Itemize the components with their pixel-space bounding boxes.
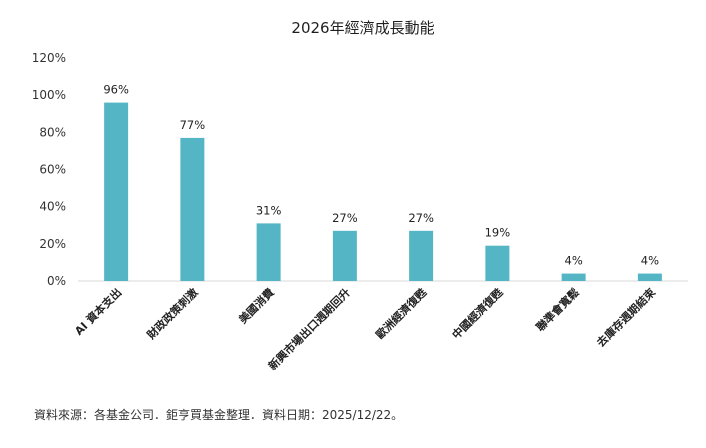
y-tick-label: 40% bbox=[39, 200, 66, 214]
data-label: 27% bbox=[408, 211, 434, 225]
bar bbox=[561, 273, 586, 281]
y-tick-label: 100% bbox=[32, 88, 66, 102]
x-tick-label: 去庫存週期結束 bbox=[594, 285, 659, 350]
bar bbox=[485, 245, 510, 281]
bar bbox=[180, 137, 205, 281]
data-label: 4% bbox=[565, 254, 583, 268]
x-tick-label: 歐洲經濟復甦 bbox=[373, 285, 430, 342]
x-tick-label: 新興市場出口週期回升 bbox=[265, 285, 353, 373]
chart-title: 2026年經濟成長動能 bbox=[291, 19, 434, 37]
y-axis: 0% 20% 40% 60% 80% 100% 120% bbox=[32, 51, 66, 288]
data-label: 19% bbox=[485, 226, 511, 240]
bar bbox=[256, 223, 281, 281]
bar bbox=[409, 230, 434, 281]
y-tick-label: 60% bbox=[39, 163, 66, 177]
x-axis: AI 資本支出 財政政策刺激 美國消費新興市場出口週期回升 歐洲經濟復甦 中國經濟復甦聯… bbox=[72, 285, 659, 373]
data-label: 4% bbox=[641, 254, 659, 268]
data-labels: 96% 77% 31% 27% 27% 19% 4% 4% bbox=[103, 83, 659, 268]
data-label: 27% bbox=[332, 211, 358, 225]
y-tick-label: 0% bbox=[47, 274, 66, 288]
bar bbox=[332, 230, 357, 281]
bars bbox=[104, 102, 662, 281]
y-tick-label: 20% bbox=[39, 237, 66, 251]
bar bbox=[104, 102, 129, 281]
y-tick-label: 80% bbox=[39, 125, 66, 139]
x-tick-label: 財政政策刺激 bbox=[143, 285, 200, 342]
y-tick-label: 120% bbox=[32, 51, 66, 65]
bar bbox=[637, 273, 662, 281]
x-tick-label: AI 資本支出 bbox=[72, 285, 125, 338]
x-tick-label: 美國消費 bbox=[236, 285, 277, 326]
data-label: 77% bbox=[180, 118, 206, 132]
source-note: 資料來源：各基金公司．鉅亨買基金整理．資料日期：2025/12/22。 bbox=[34, 408, 404, 422]
data-label: 96% bbox=[103, 83, 129, 97]
data-label: 31% bbox=[256, 203, 282, 217]
x-tick-label: 聯準會寬鬆 bbox=[533, 285, 582, 334]
x-tick-label: 中國經濟復甦 bbox=[449, 285, 506, 342]
